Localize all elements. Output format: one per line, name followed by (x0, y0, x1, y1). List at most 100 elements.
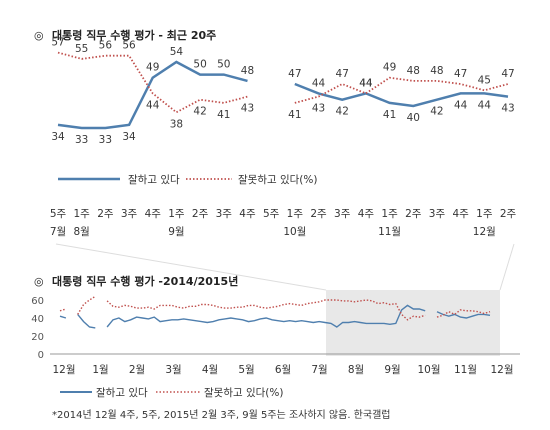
good-yearly-line-2 (106, 304, 426, 328)
bad-data-label-11: 43 (312, 103, 325, 115)
good-data-label-16: 42 (430, 106, 443, 118)
bad-yearly-line-2 (106, 299, 426, 321)
x-tick-month-18: 12월 (473, 226, 496, 238)
good-data-label-0: 34 (51, 131, 65, 143)
good-data-label-12: 42 (336, 106, 349, 118)
good-yearly-line-1 (77, 313, 96, 329)
chart2-title-marker: ◎ (34, 275, 44, 288)
month-tick-10: 10월 (417, 364, 440, 376)
x-tick-week-6: 2주 (192, 208, 209, 220)
zoom-connector-left (55, 243, 327, 291)
month-tick-5: 5월 (238, 364, 254, 376)
good-data-label-6: 50 (193, 59, 206, 71)
x-tick-week-0: 5주 (50, 208, 67, 220)
good-data-label-13: 44 (359, 77, 373, 89)
legend-bad-label: 잘못하고 있다(%) (238, 173, 317, 186)
good-series-line-1 (294, 82, 509, 108)
month-tick-2: 2월 (129, 364, 145, 376)
month-tick-4: 4월 (202, 364, 218, 376)
x-tick-week-13: 4주 (358, 208, 375, 220)
month-tick-3: 3월 (165, 364, 181, 376)
bad-yearly-line-0 (59, 308, 67, 312)
good-data-label-18: 44 (478, 99, 492, 111)
bad-data-label-5: 38 (170, 118, 183, 130)
month-tick-7: 7월 (311, 364, 327, 376)
bad-yearly-line-3 (436, 309, 491, 318)
bottom-legend: 잘하고 있다 잘못하고 있다(%) (60, 386, 283, 399)
bad-data-label-19: 47 (501, 68, 514, 80)
y-tick-0: 60 (31, 296, 44, 307)
month-tick-0: 12월 (52, 364, 75, 376)
footnote: *2014년 12월 4주, 5주, 2015년 2월 3주, 9월 5주는 조… (52, 408, 390, 421)
x-tick-week-14: 1주 (381, 208, 398, 220)
good-data-label-1: 33 (75, 134, 88, 146)
good-data-label-10: 47 (288, 68, 301, 80)
x-tick-week-15: 2주 (405, 208, 422, 220)
good-data-label-3: 34 (122, 131, 136, 143)
good-data-label-14: 41 (383, 109, 396, 121)
yearly-chart: ◎ 대통령 직무 수행 평가 -2014/2015년 60 40 20 0 12월 1월… (31, 274, 520, 421)
bad-data-label-8: 43 (241, 103, 254, 115)
x-tick-week-2: 2주 (97, 208, 114, 220)
month-tick-1: 1월 (92, 364, 108, 376)
top-legend: 잘하고 있다 잘못하고 있다(%) (58, 173, 317, 186)
good-data-label-4: 49 (146, 62, 159, 74)
chart-title: 대통령 직무 수행 평가 - 최근 20주 (52, 28, 216, 42)
good-data-label-5: 54 (170, 46, 184, 58)
good-data-label-8: 48 (241, 65, 254, 77)
x-tick-month-1: 8월 (74, 226, 90, 238)
bad-data-label-3: 56 (122, 40, 136, 52)
x-tick-week-5: 1주 (168, 208, 185, 220)
bad-data-label-7: 41 (217, 109, 230, 121)
good-series-line-0 (57, 60, 248, 130)
bad-data-label-6: 42 (193, 106, 206, 118)
x-tick-month-0: 7월 (50, 226, 66, 238)
month-tick-8: 8월 (348, 364, 364, 376)
good-yearly-line-0 (59, 315, 67, 319)
legend-good-label: 잘하고 있다 (128, 173, 180, 186)
bad-data-label-13: 44 (359, 77, 373, 89)
month-tick-11: 11월 (454, 364, 477, 376)
good-yearly-line-3 (436, 311, 491, 319)
x-tick-week-16: 3주 (429, 208, 446, 220)
bad-data-label-10: 41 (288, 109, 301, 121)
x-tick-week-12: 3주 (334, 208, 351, 220)
x-tick-week-11: 2주 (310, 208, 327, 220)
bad-data-label-1: 55 (75, 43, 88, 55)
good-data-label-11: 44 (312, 77, 326, 89)
good-data-label-19: 43 (501, 103, 514, 115)
bad-data-label-4: 44 (146, 99, 160, 111)
x-tick-week-9: 5주 (263, 208, 280, 220)
y-tick-1: 40 (31, 314, 44, 325)
bad-yearly-line-1 (77, 295, 96, 315)
bad-data-label-2: 56 (99, 40, 113, 52)
x-tick-week-18: 1주 (476, 208, 493, 220)
x-tick-week-7: 3주 (216, 208, 233, 220)
recent-20-weeks-chart: ◎ 대통령 직무 수행 평가 - 최근 20주 34 33 33 34 49 54 50 50… (34, 28, 517, 238)
bad-data-label-18: 45 (478, 74, 491, 86)
good-data-label-7: 50 (217, 59, 230, 71)
x-tick-week-19: 2주 (500, 208, 517, 220)
x-tick-week-17: 4주 (452, 208, 469, 220)
bad-series-line-1 (294, 76, 509, 104)
x-tick-week-3: 3주 (121, 208, 138, 220)
y-tick-2: 20 (31, 332, 44, 343)
good-data-label-17: 44 (454, 99, 468, 111)
x-tick-month-14: 11월 (378, 226, 401, 238)
legend2-good-label: 잘하고 있다 (96, 386, 148, 399)
month-tick-9: 9월 (384, 364, 400, 376)
bad-data-label-0: 57 (51, 37, 64, 49)
x-tick-week-8: 4주 (239, 208, 256, 220)
good-data-label-15: 40 (407, 112, 420, 124)
x-tick-week-1: 1주 (74, 208, 91, 220)
chart2-title: 대통령 직무 수행 평가 -2014/2015년 (52, 274, 238, 288)
bad-data-label-14: 49 (383, 62, 396, 74)
x-tick-month-5: 9월 (168, 226, 184, 238)
month-tick-6: 6월 (275, 364, 291, 376)
y-tick-3: 0 (38, 350, 44, 361)
chart-title-marker: ◎ (34, 29, 44, 42)
bad-data-label-17: 47 (454, 68, 467, 80)
recent-20-weeks-highlight (326, 290, 500, 356)
